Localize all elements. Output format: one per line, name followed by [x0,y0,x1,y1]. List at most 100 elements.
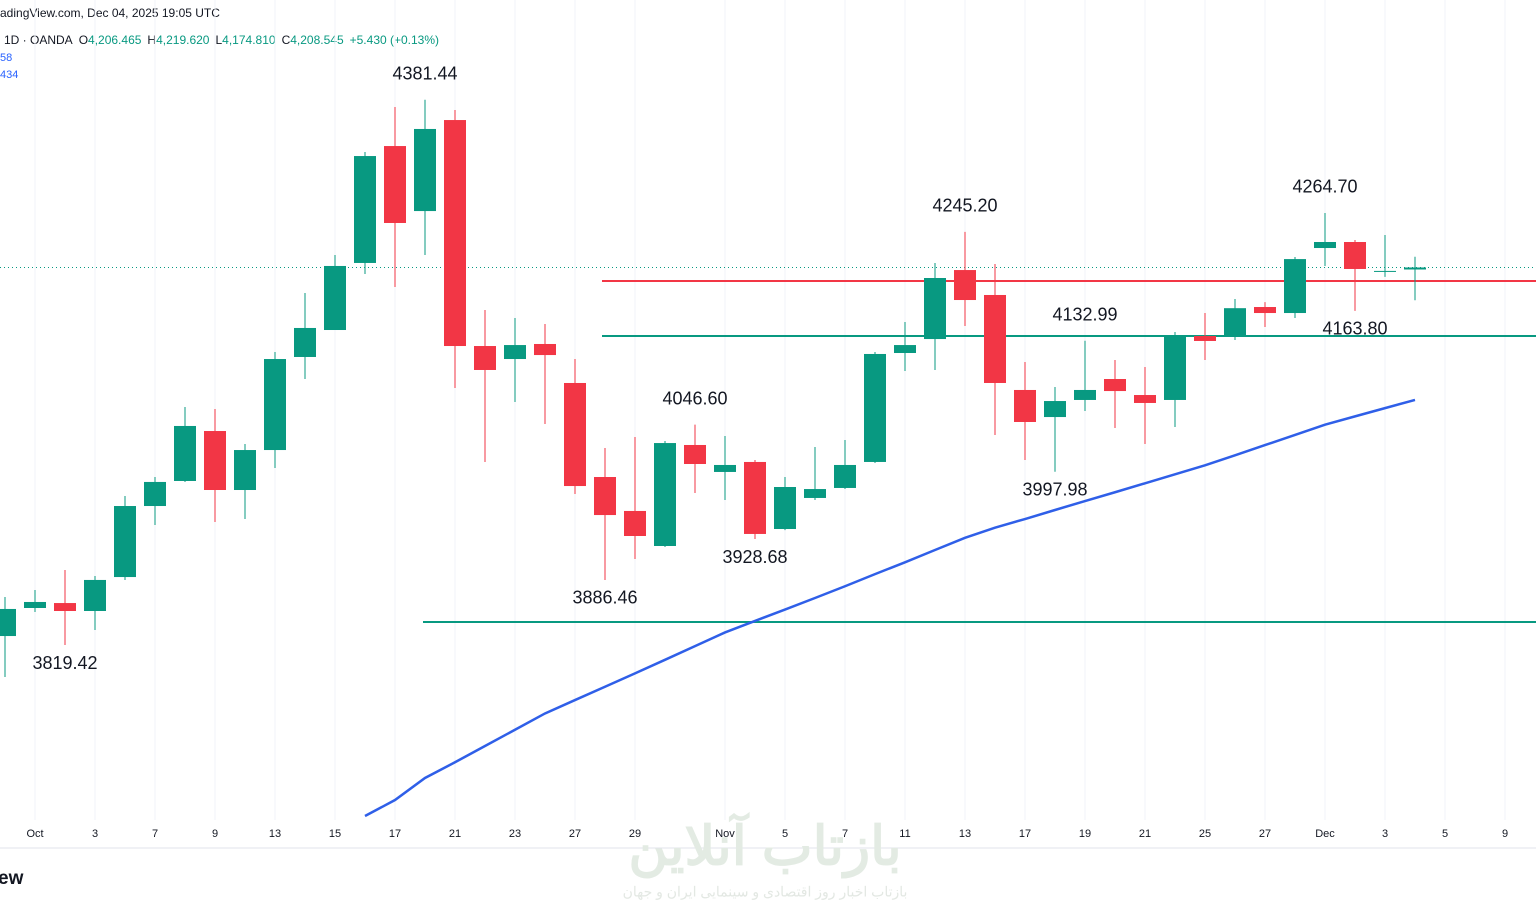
candle-body [354,156,376,263]
candle-body [804,489,826,498]
x-tick-label: Dec [1315,828,1335,840]
price-annotation: 4132.99 [1052,305,1117,325]
moving-average [364,398,1416,818]
candle-body [774,487,796,530]
candle-body [84,579,106,612]
candle-body [1134,395,1156,403]
candle-body [324,265,346,331]
candle-body [474,346,496,370]
candle-body [834,464,856,488]
candle-body [384,146,406,223]
legend-key: O [79,33,88,47]
candle-body [744,461,766,534]
legend-value: 4,206.465 [88,33,142,47]
candle-body [1074,389,1096,400]
candle-body [1224,308,1246,337]
legend-change: +5.430 (+0.13%) [350,33,439,47]
watermark-subtitle: بازتاب اخبار روز اقتصادی و سینمایی ایران… [623,884,908,901]
x-tick-label: 23 [509,828,521,840]
x-tick-label: 13 [959,828,971,840]
x-tick-label: 27 [569,828,581,840]
x-tick-label: 21 [1139,828,1151,840]
candle-body [1104,379,1126,392]
candle-body [654,443,676,546]
x-tick-label: 7 [842,828,848,840]
candle-body [684,444,706,465]
candle-body [1344,242,1366,269]
candle-body [864,353,886,462]
candle-body [1014,389,1036,422]
x-tick-label: 3 [92,828,98,840]
candle-body [414,128,436,212]
candle-body [294,327,316,357]
price-annotation: 3997.98 [1022,480,1087,500]
x-tick-label: 25 [1199,828,1211,840]
candle-body [954,270,976,301]
x-tick-label: Oct [26,828,43,840]
candle-body [714,464,736,472]
x-tick-label: 9 [212,828,218,840]
candle-body [24,601,46,608]
candle-body [1044,401,1066,418]
candle-body [894,345,916,354]
source-label: adingView.com, Dec 04, 2025 19:05 UTC [0,6,220,20]
watermark: بازتاب آنلاین [628,811,901,879]
candle-body [444,120,466,347]
candle-body [534,343,556,356]
x-tick-label: 29 [629,828,641,840]
price-annotation: 4245.20 [932,196,997,216]
x-tick-label: 7 [152,828,158,840]
legend: 1D · OANDA O4,206.465 H4,219.620 L4,174.810… [4,33,439,47]
candle-body [1254,307,1276,314]
candle-body [1374,270,1396,272]
candle-body [1284,259,1306,314]
price-annotation: 3819.42 [32,653,97,673]
candle-body [1194,336,1216,341]
candle-body [144,481,166,507]
x-tick-label: 13 [269,828,281,840]
candle-body [594,477,616,516]
candle-body [564,382,586,487]
candle-body [1164,336,1186,400]
candle-body [504,345,526,360]
price-annotation: 4381.44 [392,63,457,83]
price-annotation: 4046.60 [662,388,727,408]
candle-body [1404,267,1426,270]
legend-value: 4,174.810 [222,33,276,47]
x-tick-label: 3 [1382,828,1388,840]
legend-value: 4,219.620 [156,33,210,47]
x-tick-label: 17 [389,828,401,840]
x-tick-label: 5 [1442,828,1448,840]
candle-body [624,510,646,536]
x-tick-label: 17 [1019,828,1031,840]
x-tick-label: 27 [1259,828,1271,840]
x-tick-label: Nov [715,828,735,840]
candle-body [984,294,1006,383]
candle-body [264,359,286,451]
legend-key: C [282,33,291,47]
candle-body [924,278,946,340]
price-annotation: 4264.70 [1292,177,1357,197]
x-tick-label: 19 [1079,828,1091,840]
candle-body [234,450,256,491]
x-tick-label: 11 [899,828,910,840]
candle-body [114,506,136,578]
candle-body [1314,242,1336,249]
logo: ew [0,868,24,889]
price-annotation: 4163.80 [1322,319,1387,339]
price-annotation: 3886.46 [572,588,637,608]
legend-key: L [215,33,222,47]
legend-key: H [147,33,156,47]
x-tick-label: 5 [782,828,788,840]
price-annotation: 3928.68 [722,547,787,567]
x-tick-label: 21 [449,828,461,840]
candle-body [0,608,16,637]
candle-body [54,603,76,612]
indicator-value: 58 [0,52,12,64]
x-tick-label: 9 [1502,828,1508,840]
legend-interval: 1D · OANDA [4,33,73,47]
candle-body [204,431,226,491]
